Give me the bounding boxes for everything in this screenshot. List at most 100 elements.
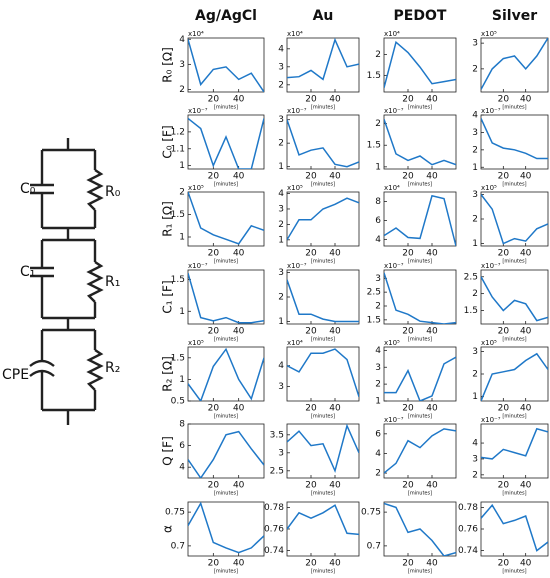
axis-exponent: x10⁵ xyxy=(481,339,497,347)
x-tick-label: 20 xyxy=(402,404,414,414)
x-tick-label: 20 xyxy=(498,481,510,491)
x-tick-label: 40 xyxy=(426,95,438,105)
x-tick-label: 20 xyxy=(402,327,414,337)
x-axis-label: [minutes] xyxy=(502,259,526,265)
x-tick-label: 20 xyxy=(498,404,510,414)
plot-frame xyxy=(383,423,457,479)
y-tick-label: 1.5 xyxy=(367,141,381,151)
data-line xyxy=(384,502,456,556)
x-axis-label: [minutes] xyxy=(311,182,335,188)
y-tick-label: 0.74 xyxy=(458,546,478,556)
plot-frame xyxy=(187,37,265,93)
axis-exponent: x10⁵ xyxy=(384,339,400,347)
x-tick-label: 40 xyxy=(233,95,245,105)
circuit-wire xyxy=(30,238,97,330)
x-axis-label: [minutes] xyxy=(214,259,238,265)
plot-frame xyxy=(286,269,360,325)
x-axis-label: [minutes] xyxy=(311,491,335,497)
plot-frame xyxy=(286,346,360,402)
axis-exponent: x10⁻⁷ xyxy=(481,416,501,424)
x-tick-label: 40 xyxy=(426,404,438,414)
y-tick-label: 1 xyxy=(278,317,284,327)
y-tick-label: 1 xyxy=(278,235,284,245)
x-axis-label: [minutes] xyxy=(311,569,335,575)
y-tick-label: 3 xyxy=(472,39,478,49)
data-line xyxy=(481,503,548,552)
y-tick-label: 6 xyxy=(179,441,185,451)
y-tick-label: 3.5 xyxy=(270,430,284,440)
plot-frame xyxy=(383,269,457,325)
y-tick-label: 3 xyxy=(278,204,284,214)
plot-frame xyxy=(480,191,549,247)
plot-frame xyxy=(187,114,265,170)
data-line xyxy=(384,119,456,166)
x-tick-label: 40 xyxy=(329,481,341,491)
y-tick-label: 2.5 xyxy=(270,466,284,476)
axis-exponent: x10⁻⁷ xyxy=(287,262,307,270)
y-tick-label: 4 xyxy=(179,463,185,473)
y-tick-label: 1 xyxy=(278,162,284,172)
y-tick-label: 2 xyxy=(375,302,381,312)
plot-frame xyxy=(187,346,265,402)
y-tick-label: 1.5 xyxy=(464,306,478,316)
data-line xyxy=(384,356,456,401)
x-axis-label: [minutes] xyxy=(408,182,432,188)
axis-exponent: x10⁻⁷ xyxy=(188,107,208,115)
y-tick-label: 3 xyxy=(472,128,478,138)
row-label: C₀ [F] xyxy=(161,125,175,158)
y-tick-label: 3 xyxy=(278,448,284,458)
y-tick-label: 2 xyxy=(472,289,478,299)
x-tick-label: 40 xyxy=(329,327,341,337)
x-axis-label: [minutes] xyxy=(502,105,526,111)
x-tick-label: 40 xyxy=(520,559,532,569)
y-tick-label: 0.75 xyxy=(165,508,185,518)
x-tick-label: 20 xyxy=(208,249,220,259)
x-tick-label: 20 xyxy=(305,249,317,259)
data-line xyxy=(481,276,548,322)
y-tick-label: 0.78 xyxy=(264,503,284,513)
x-tick-label: 40 xyxy=(233,249,245,259)
x-axis-label: [minutes] xyxy=(214,491,238,497)
x-tick-label: 40 xyxy=(426,327,438,337)
x-tick-label: 20 xyxy=(402,559,414,569)
data-line xyxy=(481,118,548,160)
y-tick-label: 1.2 xyxy=(171,127,185,137)
axis-exponent: x10⁻⁷ xyxy=(188,262,208,270)
y-tick-label: 4 xyxy=(472,439,478,449)
y-tick-label: 1 xyxy=(375,397,381,407)
y-tick-label: 1.5 xyxy=(171,210,185,220)
axis-exponent: x10⁻⁷ xyxy=(384,107,404,115)
x-axis-label: [minutes] xyxy=(408,491,432,497)
data-line xyxy=(384,428,456,474)
plot-frame xyxy=(480,37,549,93)
y-tick-label: 3 xyxy=(278,62,284,72)
y-tick-label: 8 xyxy=(375,197,381,207)
x-tick-label: 20 xyxy=(402,95,414,105)
y-tick-label: 2 xyxy=(278,293,284,303)
y-tick-label: 8 xyxy=(179,420,185,430)
x-axis-label: [minutes] xyxy=(214,337,238,343)
y-tick-label: 0.76 xyxy=(458,525,478,535)
x-tick-label: 40 xyxy=(233,404,245,414)
data-line xyxy=(188,430,264,478)
x-tick-label: 40 xyxy=(426,172,438,182)
x-axis-label: [minutes] xyxy=(502,414,526,420)
resistor xyxy=(86,349,104,391)
data-line xyxy=(188,272,264,324)
axis-exponent: x10⁻⁷ xyxy=(287,107,307,115)
plot-frame xyxy=(286,501,360,557)
y-tick-label: 3 xyxy=(179,60,185,70)
x-axis-label: [minutes] xyxy=(214,105,238,111)
axis-exponent: x10⁵ xyxy=(287,184,303,192)
y-tick-label: 2 xyxy=(472,215,478,225)
x-axis-label: [minutes] xyxy=(502,491,526,497)
column-header: Ag/AgCl xyxy=(195,8,257,24)
y-tick-label: 1 xyxy=(179,161,185,171)
x-tick-label: 40 xyxy=(329,249,341,259)
y-tick-label: 6 xyxy=(375,216,381,226)
y-tick-label: 0.78 xyxy=(458,503,478,513)
plot-frame xyxy=(187,269,265,325)
data-line xyxy=(188,347,264,401)
y-tick-label: 2 xyxy=(278,139,284,149)
